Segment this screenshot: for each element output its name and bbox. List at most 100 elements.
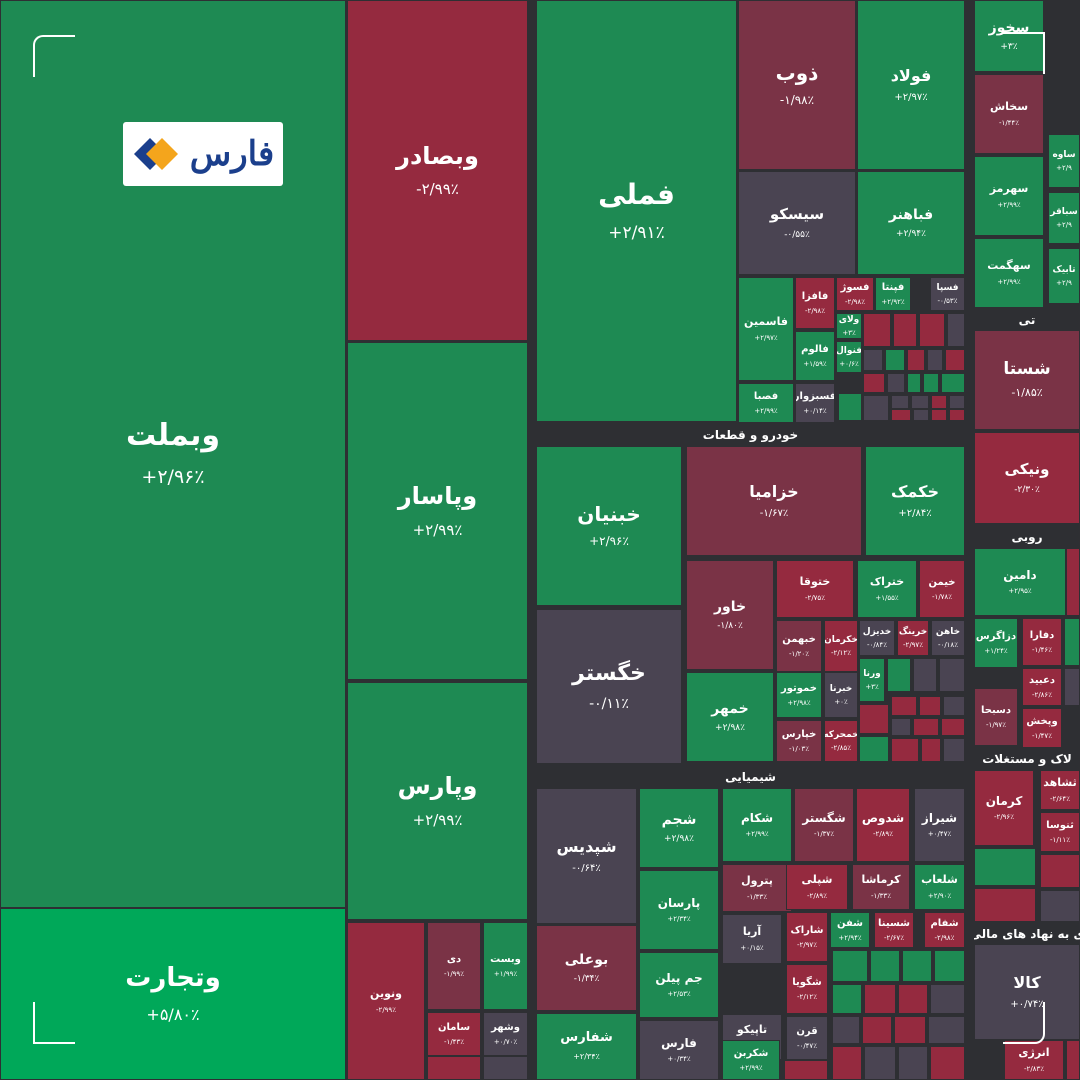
treemap-tile[interactable]: فسپا -۰/۵۳٪ [930,277,965,311]
treemap-tile[interactable]: پترول -۱/۳۳٪ [722,864,792,912]
treemap-tile[interactable]: شاراک -۲/۹۷٪ [786,912,828,962]
treemap-tile[interactable]: وپارس +۲/۹۹٪ [347,682,528,920]
treemap-tile[interactable]: خبهمن -۱/۲۰٪ [776,620,822,672]
treemap-small-tile[interactable] [931,395,947,409]
treemap-small-tile[interactable] [949,395,965,409]
treemap-tile[interactable]: شستا -۱/۸۵٪ [974,330,1080,430]
treemap-small-tile[interactable] [934,950,965,982]
treemap-tile[interactable]: ونوین -۲/۹۹٪ [347,922,425,1080]
treemap-small-tile[interactable] [923,373,939,393]
treemap-tile[interactable]: سهگمت +۲/۹۹٪ [974,238,1044,308]
treemap-tile[interactable]: خدیزل -۰/۸۴٪ [859,620,895,656]
treemap-small-tile[interactable] [911,395,929,409]
treemap-small-tile[interactable] [859,704,889,734]
treemap-small-tile[interactable] [930,984,965,1014]
treemap-tile[interactable]: فنوال +۰/۶٪ [836,341,862,373]
treemap-small-tile[interactable] [870,950,900,982]
treemap-small-tile[interactable] [891,395,909,409]
treemap-tile[interactable]: شسینا -۲/۶۷٪ [874,912,914,948]
treemap-tile[interactable]: فباهنر +۲/۹۴٪ [857,171,965,275]
treemap-tile[interactable]: خزامیا -۱/۶۷٪ [686,446,862,556]
treemap-small-tile[interactable] [947,313,965,347]
treemap-tile[interactable]: آریا +۰/۱۵٪ [722,914,782,964]
treemap-small-tile[interactable] [943,696,965,716]
treemap-small-tile[interactable] [902,950,932,982]
treemap-small-tile[interactable] [832,1046,862,1080]
treemap-small-tile[interactable] [863,349,883,371]
treemap-small-tile[interactable] [1064,618,1080,666]
treemap-tile[interactable]: شفام -۲/۹۸٪ [924,912,965,948]
treemap-tile[interactable]: وپاسار +۲/۹۹٪ [347,342,528,680]
treemap-small-tile[interactable] [930,1046,965,1080]
treemap-small-tile[interactable] [941,373,965,393]
treemap-tile[interactable]: شلعاب +۲/۹۰٪ [914,864,965,910]
treemap-tile[interactable]: ونیکی -۲/۳۰٪ [974,432,1080,524]
treemap-small-tile[interactable] [891,409,911,421]
treemap-small-tile[interactable] [832,950,868,982]
treemap-small-tile[interactable] [974,888,1036,922]
treemap-small-tile[interactable] [891,738,919,762]
treemap-tile[interactable]: فسوژ -۲/۹۸٪ [836,277,874,311]
treemap-small-tile[interactable] [863,373,885,393]
treemap-tile[interactable]: شپدیس -۰/۶۴٪ [536,788,637,924]
treemap-tile[interactable]: خپارس -۱/۰۳٪ [776,720,822,762]
treemap-tile[interactable]: فالوم +۱/۵۹٪ [795,331,835,381]
treemap-small-tile[interactable] [894,1016,926,1044]
treemap-small-tile[interactable] [864,984,896,1014]
treemap-tile[interactable]: فاسمین +۲/۹۷٪ [738,277,794,381]
treemap-tile[interactable]: دعبید -۲/۸۶٪ [1022,668,1062,706]
treemap-tile[interactable]: وتجارت +۵/۸۰٪ [0,908,346,1080]
treemap-tile[interactable]: کرماشا -۱/۳۳٪ [852,864,910,910]
treemap-small-tile[interactable] [832,984,862,1014]
treemap-small-tile[interactable] [913,658,937,692]
treemap-small-tile[interactable] [887,373,905,393]
treemap-tile[interactable]: انرژی -۲/۸۳٪ [1004,1040,1064,1080]
treemap-tile[interactable]: ختوقا -۲/۷۵٪ [776,560,854,618]
treemap-small-tile[interactable] [891,696,917,716]
treemap-tile[interactable]: خموتور +۲/۹۸٪ [776,672,822,718]
treemap-tile[interactable]: دی -۱/۹۹٪ [427,922,481,1010]
treemap-tile[interactable]: فپنتا +۲/۹۲٪ [875,277,911,311]
treemap-small-tile[interactable] [1040,890,1080,922]
treemap-tile[interactable]: دسبحا -۱/۹۷٪ [974,688,1018,746]
treemap-tile[interactable]: فصبا +۲/۹۹٪ [738,383,794,423]
treemap-small-tile[interactable] [949,409,965,421]
treemap-small-tile[interactable] [893,313,917,347]
treemap-tile[interactable]: وبست +۱/۹۹٪ [483,922,528,1010]
treemap-small-tile[interactable] [784,1060,828,1080]
treemap-tile[interactable]: کرمان -۲/۹۶٪ [974,770,1034,846]
treemap-small-tile[interactable] [907,349,925,371]
treemap-tile[interactable]: خمحرکه -۲/۸۵٪ [824,720,858,762]
treemap-tile[interactable]: دفارا -۱/۴۶٪ [1022,618,1062,666]
treemap-small-tile[interactable] [919,313,945,347]
treemap-tile[interactable]: ذوب -۱/۹۸٪ [738,0,856,170]
treemap-tile[interactable]: ورنا +۳٪ [859,658,885,702]
treemap-small-tile[interactable] [913,718,939,736]
treemap-small-tile[interactable] [1064,668,1080,706]
treemap-tile[interactable]: خبرنا +۰٪ [824,672,858,718]
treemap-tile[interactable]: خکمک +۲/۸۴٪ [865,446,965,556]
treemap-small-tile[interactable] [898,1046,928,1080]
treemap-tile[interactable]: خاهن -۰/۱۸٪ [931,620,965,656]
treemap-small-tile[interactable] [887,658,911,692]
treemap-tile[interactable]: ولای +۳٪ [836,313,862,339]
treemap-tile[interactable]: شکام +۲/۹۹٪ [722,788,792,862]
treemap-tile[interactable]: شجم +۲/۹۸٪ [639,788,719,868]
treemap-tile[interactable]: فولاد +۲/۹۷٪ [857,0,965,170]
treemap-small-tile[interactable] [1040,854,1080,888]
treemap-small-tile[interactable] [427,1056,481,1080]
treemap-tile[interactable]: سخاش -۱/۴۴٪ [974,74,1044,154]
treemap-small-tile[interactable] [885,349,905,371]
treemap-tile[interactable]: سهرمز +۲/۹۹٪ [974,156,1044,236]
treemap-small-tile[interactable] [483,1056,528,1080]
treemap-small-tile[interactable] [859,736,889,762]
treemap-small-tile[interactable] [862,1016,892,1044]
treemap-tile[interactable]: سباقر +۲/۹ [1048,192,1080,244]
treemap-small-tile[interactable] [907,373,921,393]
treemap-tile[interactable]: ساوه +۲/۹ [1048,134,1080,188]
treemap-tile[interactable]: بوعلی -۱/۳۴٪ [536,925,637,1011]
treemap-tile[interactable]: شکربن +۲/۹۹٪ [722,1040,780,1080]
treemap-tile[interactable]: شیراز +۰/۴۷٪ [914,788,965,862]
treemap-tile[interactable]: فملی +۲/۹۱٪ [536,0,737,422]
treemap-tile[interactable]: شدوص -۲/۸۹٪ [856,788,910,862]
